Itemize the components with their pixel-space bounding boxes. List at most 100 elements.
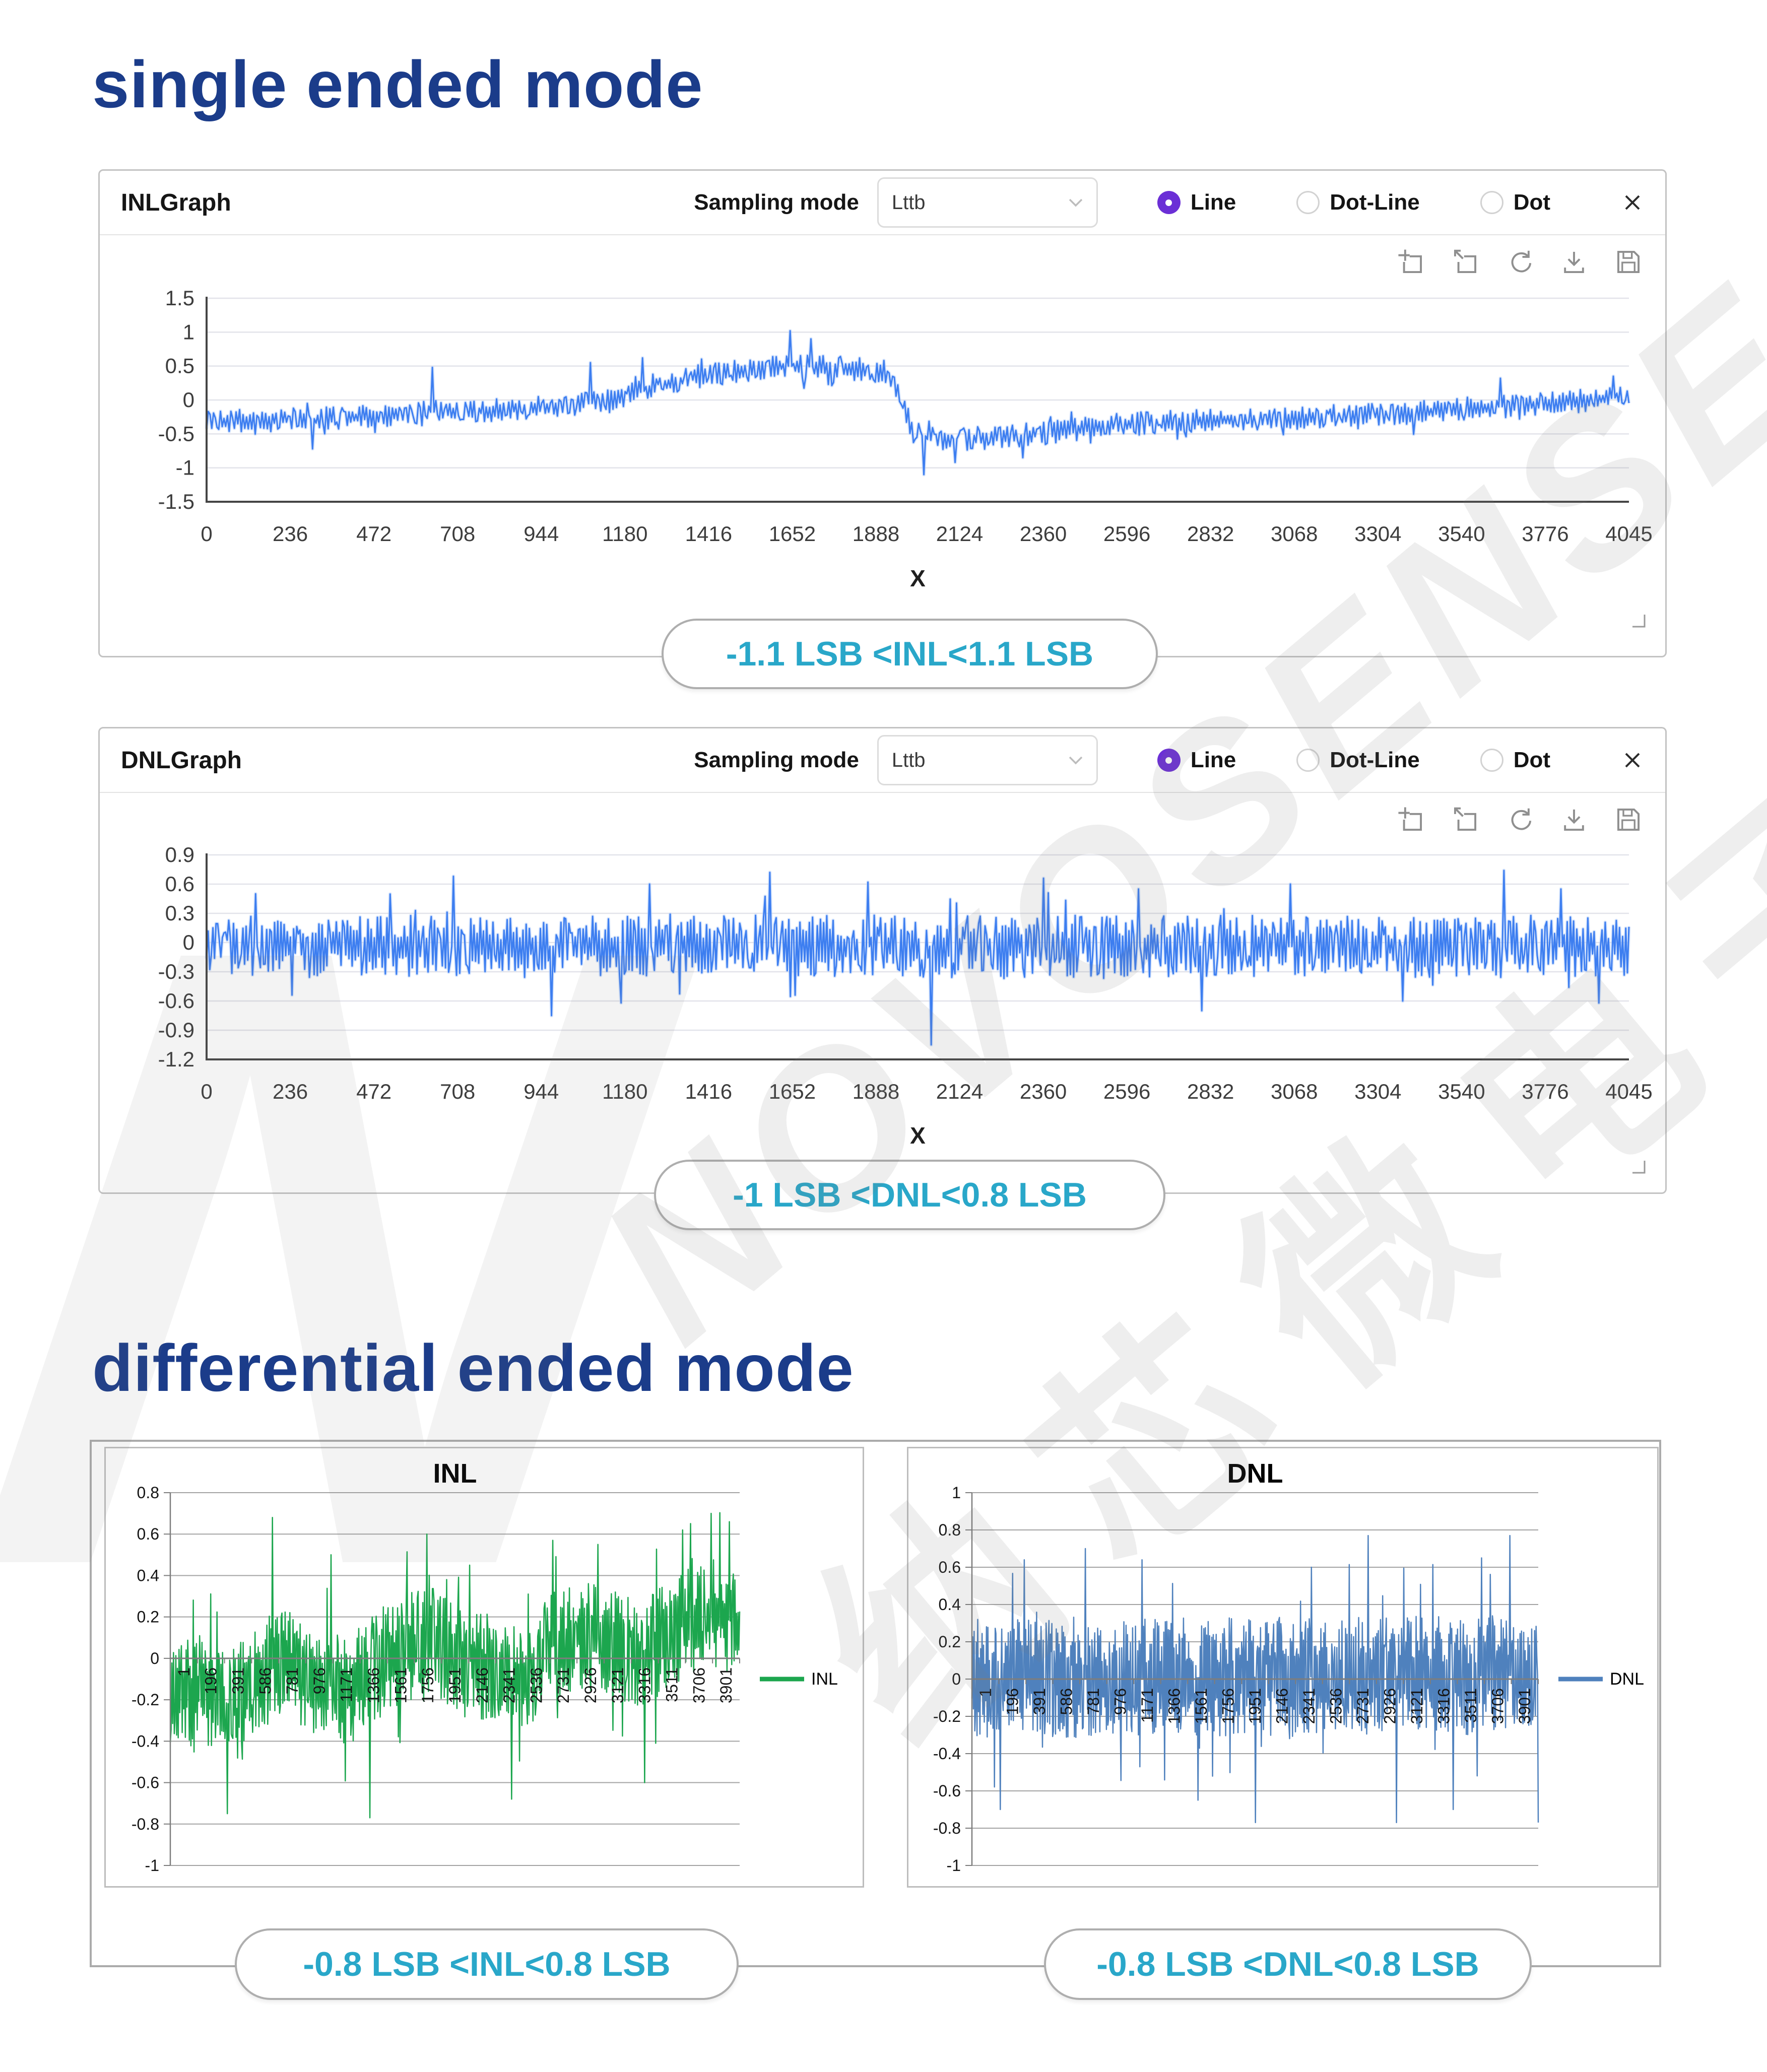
zoom-area-icon[interactable]: [1396, 805, 1425, 834]
axes: [206, 853, 1629, 1060]
svg-text:391: 391: [229, 1667, 247, 1694]
svg-text:472: 472: [356, 522, 391, 546]
svg-text:0: 0: [201, 1080, 212, 1103]
svg-text:0.8: 0.8: [137, 1484, 159, 1502]
svg-text:1: 1: [183, 320, 194, 344]
svg-text:586: 586: [256, 1667, 274, 1694]
radio-line[interactable]: Line: [1157, 748, 1236, 773]
svg-text:0: 0: [150, 1649, 159, 1667]
diff-inl-chart-box: 0.8 0.6 0.4 0.2 0 -0.2 -0.4 -0.6 -0.8 -1 1 196 391 58…: [104, 1447, 864, 1888]
dnl-range-annotation: -1 LSB <DNL<0.8 LSB: [654, 1160, 1165, 1230]
svg-text:2146: 2146: [1273, 1688, 1291, 1724]
refresh-icon[interactable]: [1505, 805, 1534, 834]
svg-text:3316: 3316: [1435, 1688, 1453, 1724]
radio-dot-line[interactable]: Dot-Line: [1296, 748, 1420, 773]
svg-text:3706: 3706: [690, 1667, 708, 1703]
sampling-mode-label: Sampling mode: [694, 748, 859, 772]
legend: INL: [760, 1669, 838, 1689]
radio-dot: [1480, 191, 1503, 214]
svg-text:-0.9: -0.9: [158, 1018, 194, 1042]
resize-handle-icon[interactable]: [1628, 1157, 1651, 1179]
zoom-out-icon[interactable]: [1451, 805, 1480, 834]
svg-text:2926: 2926: [1381, 1688, 1399, 1724]
zoom-out-icon[interactable]: [1451, 247, 1480, 277]
chart-toolbar: [1396, 805, 1643, 834]
radio-dot-mode[interactable]: Dot: [1480, 748, 1550, 773]
svg-text:4045: 4045: [1605, 522, 1652, 546]
save-icon[interactable]: [1614, 805, 1643, 834]
svg-text:1: 1: [976, 1688, 995, 1697]
svg-text:-0.3: -0.3: [158, 960, 194, 983]
svg-text:-0.6: -0.6: [158, 989, 194, 1013]
series-DNL-line: [971, 1534, 1539, 1824]
svg-text:1951: 1951: [446, 1667, 464, 1703]
svg-text:INL: INL: [811, 1669, 838, 1689]
svg-text:-0.2: -0.2: [933, 1707, 961, 1725]
svg-text:1.5: 1.5: [165, 286, 194, 310]
radio-line[interactable]: Line: [1157, 190, 1236, 215]
svg-text:1756: 1756: [419, 1667, 437, 1703]
svg-text:2124: 2124: [936, 522, 983, 546]
svg-text:976: 976: [310, 1667, 329, 1694]
svg-text:0.8: 0.8: [939, 1521, 961, 1539]
svg-text:708: 708: [440, 1080, 475, 1103]
svg-text:3068: 3068: [1271, 522, 1318, 546]
svg-text:2341: 2341: [1300, 1688, 1318, 1724]
resize-handle-icon[interactable]: [1628, 611, 1651, 633]
svg-text:1888: 1888: [853, 522, 899, 546]
svg-text:2360: 2360: [1020, 1080, 1067, 1103]
inl-panel-header: INLGraph Sampling mode Lttb Line Dot-Lin…: [100, 171, 1665, 235]
radio-selected-dot: [1157, 191, 1181, 214]
radio-line-label: Line: [1190, 190, 1236, 215]
svg-text:1756: 1756: [1219, 1688, 1237, 1724]
diff-dnl-chart-box: 1 0.8 0.6 0.4 0.2 0 -0.2 -0.4 -0.6 -0.8 -1 1 196 391 5…: [907, 1447, 1659, 1888]
svg-text:1366: 1366: [365, 1667, 383, 1703]
svg-text:1951: 1951: [1246, 1688, 1264, 1724]
svg-text:0.2: 0.2: [939, 1633, 961, 1651]
series-INL-line: [205, 329, 1631, 477]
svg-text:196: 196: [202, 1667, 220, 1694]
svg-text:-0.8: -0.8: [132, 1815, 159, 1833]
download-icon[interactable]: [1559, 247, 1589, 277]
refresh-icon[interactable]: [1505, 247, 1534, 277]
svg-text:1: 1: [175, 1667, 193, 1677]
svg-text:2536: 2536: [527, 1667, 545, 1703]
radio-dot-line[interactable]: Dot-Line: [1296, 190, 1420, 215]
diff-inl-range-annotation: -0.8 LSB <INL<0.8 LSB: [235, 1928, 739, 2000]
sampling-mode-select[interactable]: Lttb: [877, 177, 1098, 228]
svg-text:586: 586: [1057, 1688, 1075, 1715]
svg-text:1416: 1416: [685, 522, 732, 546]
svg-text:1171: 1171: [1138, 1688, 1156, 1723]
svg-text:X: X: [910, 1122, 926, 1149]
svg-text:3776: 3776: [1522, 1080, 1568, 1103]
svg-text:2124: 2124: [936, 1080, 983, 1103]
zoom-area-icon[interactable]: [1396, 247, 1425, 277]
section-title-differential-ended: differential ended mode: [92, 1331, 854, 1405]
svg-text:-1: -1: [176, 456, 194, 480]
save-icon[interactable]: [1614, 247, 1643, 277]
gridlines: [207, 297, 1629, 503]
inl-range-annotation: -1.1 LSB <INL<1.1 LSB: [662, 619, 1158, 689]
diff-dnl-chart: 1 0.8 0.6 0.4 0.2 0 -0.2 -0.4 -0.6 -0.8 -1 1 196 391 5…: [933, 1458, 1644, 1875]
close-icon: [1625, 753, 1640, 768]
svg-text:2731: 2731: [1354, 1688, 1372, 1724]
svg-text:3511: 3511: [663, 1667, 681, 1702]
close-button[interactable]: [1621, 191, 1644, 214]
radio-dot: [1296, 749, 1320, 772]
axes: [965, 1492, 1539, 1866]
svg-text:1652: 1652: [769, 522, 816, 546]
chart-toolbar: [1396, 247, 1643, 277]
close-button[interactable]: [1621, 749, 1644, 772]
svg-text:-0.4: -0.4: [933, 1745, 961, 1763]
svg-text:0.9: 0.9: [165, 843, 194, 866]
svg-text:0.6: 0.6: [939, 1558, 961, 1576]
sampling-mode-select[interactable]: Lttb: [877, 735, 1098, 785]
download-icon[interactable]: [1559, 805, 1589, 834]
axes: [164, 1492, 740, 1866]
radio-dot-mode[interactable]: Dot: [1480, 190, 1550, 215]
radio-dot-line-label: Dot-Line: [1330, 190, 1420, 215]
svg-text:0: 0: [201, 522, 212, 546]
dnl-line-chart: 0.9 0.6 0.3 0 -0.3 -0.6 -0.9 -1.2 0 236 472 708 944 1…: [158, 843, 1653, 1149]
svg-text:3304: 3304: [1354, 522, 1401, 546]
